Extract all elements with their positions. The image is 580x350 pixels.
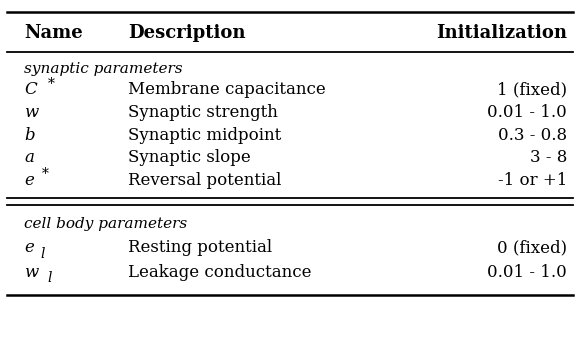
Text: Reversal potential: Reversal potential [128, 172, 282, 189]
Text: C: C [24, 82, 37, 98]
Text: 0 (fixed): 0 (fixed) [497, 239, 567, 257]
Text: l: l [41, 247, 45, 261]
Text: e: e [24, 239, 34, 257]
Text: *: * [42, 167, 49, 181]
Text: Initialization: Initialization [436, 24, 567, 42]
Text: Resting potential: Resting potential [128, 239, 273, 257]
Text: Synaptic slope: Synaptic slope [128, 149, 251, 166]
Text: a: a [24, 149, 34, 166]
Text: 0.01 - 1.0: 0.01 - 1.0 [487, 104, 567, 121]
Text: 0.01 - 1.0: 0.01 - 1.0 [487, 264, 567, 281]
Text: Synaptic midpoint: Synaptic midpoint [128, 127, 282, 144]
Text: Membrane capacitance: Membrane capacitance [128, 82, 326, 98]
Text: 0.3 - 0.8: 0.3 - 0.8 [498, 127, 567, 144]
Text: Leakage conductance: Leakage conductance [128, 264, 312, 281]
Text: Description: Description [128, 24, 246, 42]
Text: b: b [24, 127, 35, 144]
Text: cell body parameters: cell body parameters [24, 217, 188, 231]
Text: 1 (fixed): 1 (fixed) [497, 82, 567, 98]
Text: Synaptic strength: Synaptic strength [128, 104, 278, 121]
Text: w: w [24, 264, 39, 281]
Text: *: * [48, 77, 55, 91]
Text: Name: Name [24, 24, 83, 42]
Text: synaptic parameters: synaptic parameters [24, 62, 183, 76]
Text: -1 or +1: -1 or +1 [498, 172, 567, 189]
Text: 3 - 8: 3 - 8 [530, 149, 567, 166]
Text: w: w [24, 104, 39, 121]
Text: e: e [24, 172, 34, 189]
Text: l: l [48, 272, 52, 286]
